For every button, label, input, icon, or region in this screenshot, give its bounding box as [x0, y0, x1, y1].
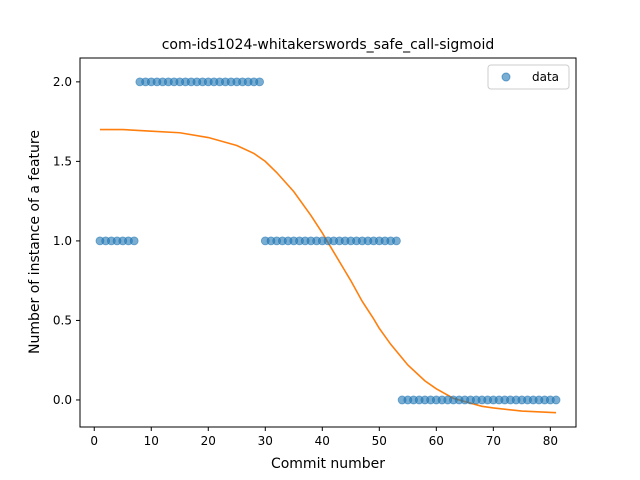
data-point — [255, 77, 264, 87]
x-tick-label: 80 — [543, 434, 558, 448]
x-tick-label: 50 — [372, 434, 387, 448]
x-tick-label: 70 — [486, 434, 501, 448]
x-tick-label: 20 — [201, 434, 216, 448]
x-tick-label: 40 — [315, 434, 330, 448]
legend-box — [487, 64, 570, 90]
data-point — [129, 236, 139, 246]
y-tick-label: 1.5 — [53, 154, 72, 168]
chart-title: com-ids1024-whitakerswords_safe_call-sig… — [162, 37, 495, 53]
y-tick-label: 1.0 — [53, 234, 72, 248]
y-axis-label: Number of instance of a feature — [27, 130, 43, 354]
y-tick-label: 2.0 — [53, 75, 72, 89]
y-tick-label: 0.0 — [53, 393, 72, 407]
x-tick-label: 10 — [144, 434, 159, 448]
plot-area: 0 10 20 30 40 50 60 70 80 0.0 0.5 1.0 1.5 2.0 — [53, 57, 577, 448]
x-tick-label: 60 — [429, 434, 444, 448]
data-point — [551, 395, 561, 405]
x-tick-label: 30 — [258, 434, 273, 448]
y-tick-label: 0.5 — [53, 313, 72, 327]
legend: data — [487, 64, 570, 90]
data-point — [392, 236, 401, 246]
x-axis-label: Commit number — [271, 456, 385, 472]
legend-label: data — [532, 70, 559, 84]
legend-marker — [501, 72, 511, 82]
x-tick-label: 0 — [90, 434, 98, 448]
